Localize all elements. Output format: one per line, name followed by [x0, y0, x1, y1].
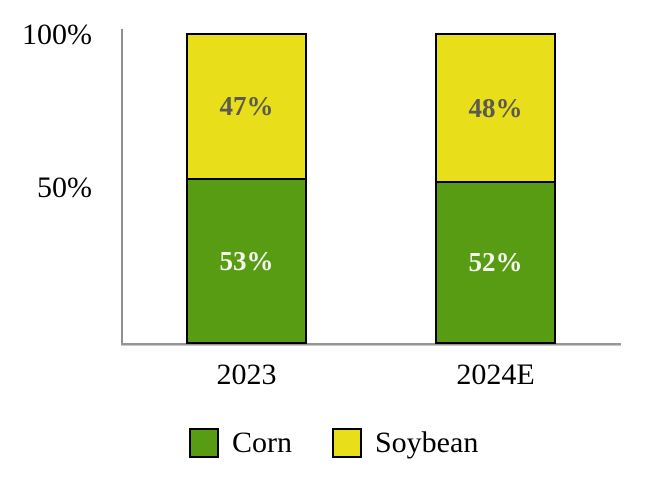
bar-value-label: 47% — [219, 91, 274, 122]
legend: Corn Soybean — [189, 425, 478, 461]
bar-value-label: 48% — [468, 92, 523, 123]
legend-item-soybean: Soybean — [332, 425, 478, 461]
x-axis-label-2024e: 2024E — [456, 358, 535, 391]
y-axis-tick-label-50: 50% — [37, 171, 92, 204]
bar-segment-corn: 52% — [437, 183, 554, 342]
stacked-bar-2024e: 48% 52% — [435, 33, 556, 344]
bar-value-label: 53% — [219, 245, 274, 276]
y-axis-tick-label-100: 100% — [22, 18, 92, 51]
x-axis-line — [121, 343, 621, 346]
legend-item-corn: Corn — [189, 425, 292, 461]
x-axis-label-2023: 2023 — [216, 358, 277, 391]
legend-label-corn: Corn — [232, 426, 292, 459]
legend-label-soybean: Soybean — [375, 426, 479, 459]
soybean-swatch-icon — [332, 428, 362, 458]
stacked-bar-2023: 47% 53% — [186, 33, 307, 344]
bar-segment-soybean: 48% — [437, 35, 554, 184]
bar-value-label: 52% — [468, 247, 523, 278]
corn-swatch-icon — [189, 428, 219, 458]
y-axis-line — [121, 29, 123, 344]
bar-segment-soybean: 47% — [188, 35, 305, 181]
bar-segment-corn: 53% — [188, 180, 305, 342]
